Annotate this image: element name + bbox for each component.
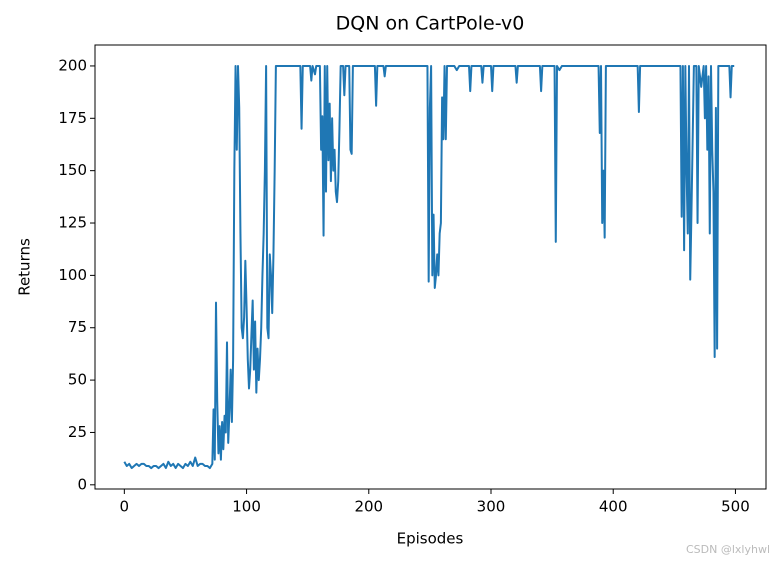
watermark: CSDN @lxlyhwl [686,543,770,556]
y-tick-label: 50 [68,371,87,389]
y-tick-label: 25 [68,423,87,441]
y-tick-label: 125 [58,214,87,232]
y-tick-label: 100 [58,266,87,284]
y-tick-label: 200 [58,56,87,74]
line [123,64,735,470]
y-tick-label: 0 [77,475,87,493]
x-tick-label: 500 [721,498,750,516]
y-tick-label: 75 [68,318,87,336]
x-tick-label: 100 [232,498,261,516]
y-axis-label: Returns [16,238,34,296]
y-tick-label: 150 [58,161,87,179]
x-tick-label: 400 [599,498,628,516]
y-tick-label: 175 [58,109,87,127]
chart-title: DQN on CartPole-v0 [336,13,525,35]
plot-frame [94,44,767,490]
x-axis-label: Episodes [397,530,464,548]
x-tick-label: 0 [120,498,130,516]
x-tick-label: 300 [477,498,506,516]
x-tick-label: 200 [354,498,383,516]
